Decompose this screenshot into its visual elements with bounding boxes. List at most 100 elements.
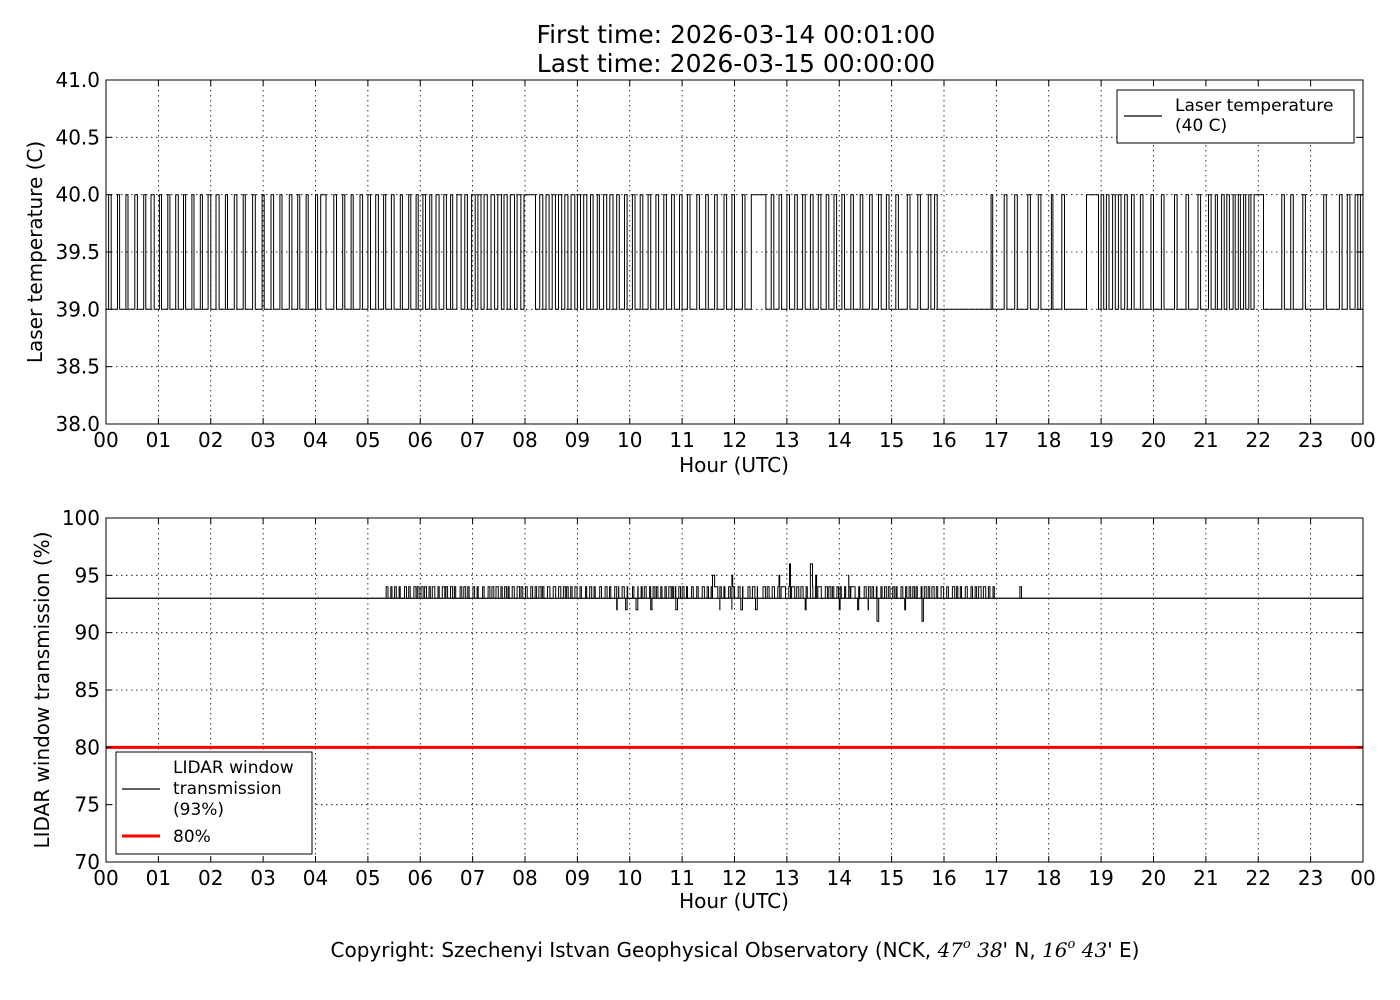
x-tick-label: 01	[146, 428, 171, 452]
x-tick-label: 19	[1088, 428, 1113, 452]
x-tick-label: 16	[931, 428, 956, 452]
x-tick-label: 12	[722, 428, 747, 452]
x-tick-label: 07	[460, 428, 485, 452]
x-tick-label: 09	[565, 428, 590, 452]
x-tick-label: 21	[1193, 428, 1218, 452]
chart-title-line-2: Last time: 2026-03-15 00:00:00	[537, 49, 935, 78]
x-tick-label: 13	[774, 428, 799, 452]
legend-label-line: Laser temperature	[1175, 96, 1333, 116]
x-tick-label: 15	[879, 866, 904, 890]
y-tick-label: 39.0	[55, 297, 100, 321]
copyright-lon-min: 43	[1075, 938, 1107, 962]
x-tick-label: 10	[617, 866, 642, 890]
y-tick-label: 80	[75, 735, 100, 759]
x-tick-label: 09	[565, 866, 590, 890]
legend-label-line: (93%)	[173, 800, 224, 820]
x-tick-label: 20	[1141, 428, 1166, 452]
legend-label-transmission: LIDAR window transmission (93%)	[173, 758, 294, 820]
x-tick-label: 00	[1350, 866, 1375, 890]
y-tick-label: 90	[75, 621, 100, 645]
laser-temperature-chart: 00 01 02 03 04 05 06 07 08 09 10 11 12 13 14 15 16 17 18 19…	[23, 68, 1376, 477]
x-tick-label: 17	[984, 866, 1009, 890]
x-tick-label: 03	[250, 866, 275, 890]
chart-title-line-1: First time: 2026-03-14 00:01:00	[537, 20, 936, 49]
x-tick-label: 01	[146, 866, 171, 890]
copyright: Copyright: Szechenyi Istvan Geophysical …	[331, 937, 1140, 962]
y-tick-label: 40.5	[55, 125, 100, 149]
y-tick-label: 70	[75, 850, 100, 874]
x-tick-label: 00	[1350, 428, 1375, 452]
lidar-transmission-chart: 00 01 02 03 04 05 06 07 08 09 10 11 12 13 14 15 16 17 18 19…	[30, 506, 1376, 913]
x-tick-label: 03	[250, 428, 275, 452]
copyright-prefix: Copyright: Szechenyi Istvan Geophysical …	[331, 938, 938, 962]
x-tick-label: 19	[1088, 866, 1113, 890]
y-ticks: 70 75 80 85 90 95 100	[62, 506, 1363, 874]
x-tick-label: 15	[879, 428, 904, 452]
x-tick-label: 05	[355, 866, 380, 890]
copyright-lat-suffix: ' N,	[1003, 938, 1043, 962]
copyright-degree-mark: o	[963, 937, 971, 952]
legend-label-threshold: 80%	[173, 827, 211, 847]
y-tick-label: 75	[75, 793, 100, 817]
x-tick-label: 21	[1193, 866, 1218, 890]
x-axis-label: Hour (UTC)	[679, 889, 789, 913]
x-tick-label: 23	[1298, 428, 1323, 452]
copyright-lat-min: 38	[971, 938, 1003, 962]
x-tick-label: 18	[1036, 866, 1061, 890]
x-tick-label: 08	[512, 866, 537, 890]
x-tick-label: 13	[774, 866, 799, 890]
y-tick-label: 40.0	[55, 183, 100, 207]
x-tick-label: 23	[1298, 866, 1323, 890]
legend-label-line: transmission	[173, 779, 282, 799]
copyright-lon-suffix: ' E)	[1107, 938, 1139, 962]
x-tick-label: 17	[984, 428, 1009, 452]
series-line	[106, 194, 1364, 310]
x-ticks: 00 01 02 03 04 05 06 07 08 09 10 11 12 13 14 15 16 17 18 19…	[93, 80, 1376, 452]
y-axis-label: Laser temperature (C)	[23, 141, 47, 363]
legend: Laser temperature (40 C)	[1116, 89, 1355, 144]
x-tick-label: 08	[512, 428, 537, 452]
x-tick-label: 05	[355, 428, 380, 452]
x-tick-label: 06	[408, 866, 433, 890]
copyright-lat-deg: 47	[936, 938, 963, 962]
y-tick-label: 100	[62, 506, 100, 530]
x-tick-label: 16	[931, 866, 956, 890]
y-tick-label: 95	[75, 563, 100, 587]
x-tick-label: 11	[669, 428, 694, 452]
x-axis-label: Hour (UTC)	[679, 453, 789, 477]
x-tick-label: 14	[827, 866, 852, 890]
x-tick-label: 07	[460, 866, 485, 890]
x-tick-label: 10	[617, 428, 642, 452]
x-tick-label: 18	[1036, 428, 1061, 452]
y-ticks: 38.0 38.5 39.0 39.5 40.0 40.5 41.0	[55, 68, 1363, 436]
y-tick-label: 38.0	[55, 412, 100, 436]
y-tick-label: 39.5	[55, 240, 100, 264]
x-tick-label: 00	[93, 428, 118, 452]
y-tick-label: 38.5	[55, 355, 100, 379]
legend: LIDAR window transmission (93%) 80%	[115, 751, 313, 855]
legend-label: Laser temperature (40 C)	[1175, 96, 1333, 136]
x-tick-label: 02	[198, 428, 223, 452]
x-tick-label: 11	[669, 866, 694, 890]
x-tick-label: 04	[303, 866, 328, 890]
series-line	[106, 563, 1363, 622]
legend-label-line: (40 C)	[1175, 116, 1227, 136]
x-tick-label: 14	[827, 428, 852, 452]
copyright-lon-deg: 16	[1042, 938, 1068, 962]
x-tick-label: 06	[408, 428, 433, 452]
x-tick-label: 12	[722, 866, 747, 890]
legend-label-line: LIDAR window	[173, 758, 294, 778]
x-tick-label: 04	[303, 428, 328, 452]
x-tick-label: 00	[93, 866, 118, 890]
y-tick-label: 41.0	[55, 68, 100, 92]
y-tick-label: 85	[75, 678, 100, 702]
x-ticks: 00 01 02 03 04 05 06 07 08 09 10 11 12 13 14 15 16 17 18 19…	[93, 518, 1376, 890]
x-tick-label: 20	[1141, 866, 1166, 890]
y-axis-label: LIDAR window transmission (%)	[30, 532, 54, 849]
transmission-line	[106, 563, 1363, 622]
copyright-degree-mark: o	[1068, 937, 1076, 952]
x-tick-label: 02	[198, 866, 223, 890]
x-tick-label: 22	[1246, 428, 1271, 452]
x-tick-label: 22	[1246, 866, 1271, 890]
